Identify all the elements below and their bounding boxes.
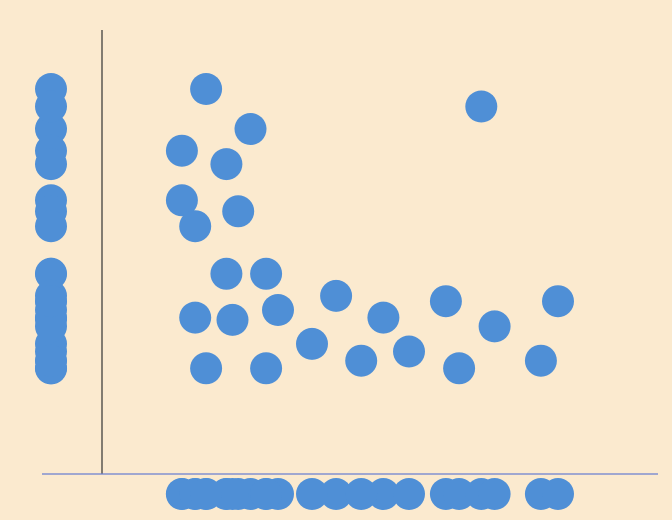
data-point <box>367 301 400 334</box>
y-rug-mark <box>35 285 67 318</box>
x-rug-mark <box>478 478 511 510</box>
data-point <box>179 301 212 334</box>
data-point <box>179 210 212 243</box>
x-rug-mark <box>443 478 476 510</box>
x-rug-mark <box>190 478 223 510</box>
y-marginal-rug <box>35 73 67 385</box>
data-point <box>216 303 249 336</box>
data-point <box>320 279 353 312</box>
data-point <box>542 285 574 318</box>
x-rug-mark <box>542 478 574 510</box>
y-rug-mark <box>35 148 67 181</box>
scatter-points <box>165 73 574 385</box>
data-point <box>210 148 243 181</box>
x-rug-mark <box>296 478 328 510</box>
y-rug-mark <box>35 257 67 290</box>
x-rug-mark <box>393 478 425 510</box>
x-rug-mark <box>345 478 378 510</box>
data-point <box>524 344 557 377</box>
data-point <box>345 344 378 377</box>
data-point <box>210 257 243 290</box>
data-point <box>165 134 198 167</box>
data-point <box>250 257 283 290</box>
data-point <box>250 352 283 385</box>
data-point <box>262 294 294 326</box>
data-point <box>190 73 223 105</box>
data-point <box>296 327 328 360</box>
data-point <box>429 285 462 318</box>
x-rug-mark <box>216 478 249 510</box>
data-point <box>190 352 223 385</box>
y-rug-mark <box>35 310 67 343</box>
y-rug-mark <box>35 344 67 377</box>
data-point <box>234 113 267 145</box>
x-rug-mark <box>367 478 400 510</box>
data-point <box>478 310 511 343</box>
x-marginal-rug <box>165 478 574 510</box>
data-point <box>443 352 476 385</box>
data-point <box>165 184 198 217</box>
y-rug-mark <box>35 90 67 123</box>
data-point <box>465 90 498 123</box>
x-rug-mark <box>320 478 353 510</box>
data-point <box>222 195 255 228</box>
y-rug-mark <box>35 210 67 243</box>
data-point <box>393 335 425 368</box>
x-rug-mark <box>250 478 283 510</box>
